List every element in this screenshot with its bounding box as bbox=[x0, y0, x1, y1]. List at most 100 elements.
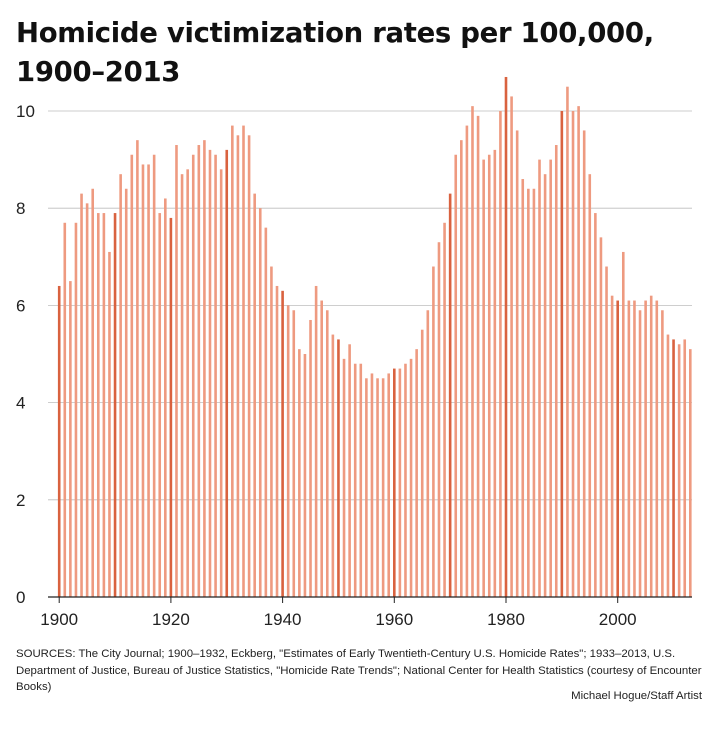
bar-1991 bbox=[566, 86, 569, 597]
bar-1983 bbox=[521, 179, 525, 598]
bar-1964 bbox=[415, 349, 418, 597]
bar-1901 bbox=[63, 222, 67, 597]
bar-1935 bbox=[253, 193, 256, 597]
bar-1978 bbox=[493, 149, 497, 597]
bar-1948 bbox=[325, 310, 329, 597]
bar-2012 bbox=[683, 339, 687, 597]
bar-1969 bbox=[443, 222, 446, 597]
bar-2005 bbox=[644, 300, 647, 597]
bar-1925 bbox=[197, 145, 201, 597]
bar-1930 bbox=[225, 149, 229, 597]
artist-credit: Michael Hogue/Staff Artist bbox=[571, 690, 702, 702]
x-tick-label: 1900 bbox=[40, 610, 78, 629]
bar-2002 bbox=[627, 300, 631, 597]
bar-2013 bbox=[689, 349, 692, 597]
bar-1992 bbox=[571, 111, 575, 597]
bar-1927 bbox=[208, 149, 212, 597]
bar-1966 bbox=[426, 310, 430, 597]
bar-1961 bbox=[398, 368, 402, 597]
bars bbox=[57, 76, 692, 598]
bar-1910 bbox=[113, 213, 117, 597]
bar-1924 bbox=[191, 154, 195, 598]
bar-1963 bbox=[409, 358, 413, 597]
x-tick-label: 1960 bbox=[375, 610, 413, 629]
bar-1981 bbox=[510, 96, 513, 598]
bar-1934 bbox=[247, 135, 251, 598]
bar-1920 bbox=[169, 217, 173, 598]
bar-1959 bbox=[387, 373, 391, 597]
bar-1916 bbox=[147, 164, 150, 597]
bar-2004 bbox=[638, 310, 642, 597]
bar-1932 bbox=[236, 135, 240, 598]
bar-1962 bbox=[404, 363, 407, 597]
bar-1937 bbox=[264, 227, 268, 597]
bar-2003 bbox=[633, 300, 636, 597]
bar-1907 bbox=[96, 213, 100, 597]
bar-2007 bbox=[655, 300, 659, 597]
bar-2011 bbox=[677, 344, 681, 597]
bar-1940 bbox=[281, 290, 284, 597]
bar-1917 bbox=[152, 154, 156, 598]
bar-1912 bbox=[124, 188, 128, 597]
bar-1968 bbox=[437, 242, 441, 597]
bar-1988 bbox=[549, 159, 552, 597]
bar-1904 bbox=[80, 193, 83, 597]
bar-1984 bbox=[527, 188, 530, 597]
bar-1928 bbox=[214, 154, 217, 598]
bar-1950 bbox=[337, 339, 340, 597]
bar-1953 bbox=[353, 363, 357, 597]
x-tick-label: 2000 bbox=[599, 610, 637, 629]
bar-1999 bbox=[610, 295, 614, 597]
bar-2009 bbox=[666, 334, 670, 597]
bar-1970 bbox=[448, 193, 452, 597]
bar-1996 bbox=[594, 213, 597, 597]
axes: 0 2 4 6 8 10 1900 1920 1940 1960 1980 2000 bbox=[16, 102, 692, 629]
bar-1954 bbox=[359, 363, 363, 597]
bar-1931 bbox=[231, 125, 234, 597]
bar-1982 bbox=[515, 130, 519, 597]
bar-1960 bbox=[393, 368, 396, 597]
bar-1909 bbox=[108, 251, 111, 597]
bar-2001 bbox=[621, 251, 625, 597]
bar-1958 bbox=[381, 378, 385, 597]
bar-1993 bbox=[577, 106, 580, 597]
bar-2000 bbox=[616, 300, 619, 597]
bar-1923 bbox=[186, 169, 189, 597]
bar-1943 bbox=[298, 349, 301, 597]
bar-1913 bbox=[130, 154, 134, 598]
bar-1914 bbox=[136, 140, 139, 597]
homicide-rate-chart: 0 2 4 6 8 10 1900 1920 1940 1960 1980 2000 bbox=[16, 76, 692, 629]
bar-1946 bbox=[314, 285, 318, 597]
bar-1919 bbox=[164, 198, 167, 598]
y-tick-label: 0 bbox=[16, 588, 25, 607]
bar-1967 bbox=[432, 266, 435, 597]
bar-1951 bbox=[342, 358, 346, 597]
bar-1971 bbox=[454, 154, 458, 598]
bar-2008 bbox=[661, 310, 664, 597]
bar-1989 bbox=[554, 145, 558, 597]
bar-1900 bbox=[57, 285, 61, 597]
bar-1921 bbox=[175, 145, 178, 597]
bar-1990 bbox=[560, 111, 564, 597]
bar-1945 bbox=[309, 319, 312, 597]
bar-1974 bbox=[471, 106, 474, 597]
bar-1975 bbox=[476, 115, 480, 598]
bar-1903 bbox=[74, 222, 78, 597]
bar-1936 bbox=[258, 208, 262, 597]
bar-1949 bbox=[331, 334, 335, 597]
bar-1947 bbox=[320, 300, 323, 597]
bar-1906 bbox=[91, 188, 95, 597]
bar-1977 bbox=[487, 154, 491, 598]
chart-title: Homicide victimization rates per 100,000… bbox=[16, 17, 654, 88]
bar-1902 bbox=[69, 281, 72, 597]
bar-1985 bbox=[532, 188, 536, 597]
bar-1972 bbox=[460, 140, 463, 597]
bar-1976 bbox=[482, 159, 485, 597]
y-tick-label: 2 bbox=[16, 491, 25, 510]
bar-1973 bbox=[465, 125, 469, 597]
bar-1980 bbox=[504, 76, 508, 598]
bar-1979 bbox=[499, 111, 502, 597]
bar-1987 bbox=[543, 174, 547, 597]
x-tick-label: 1980 bbox=[487, 610, 525, 629]
bar-1908 bbox=[102, 213, 106, 597]
